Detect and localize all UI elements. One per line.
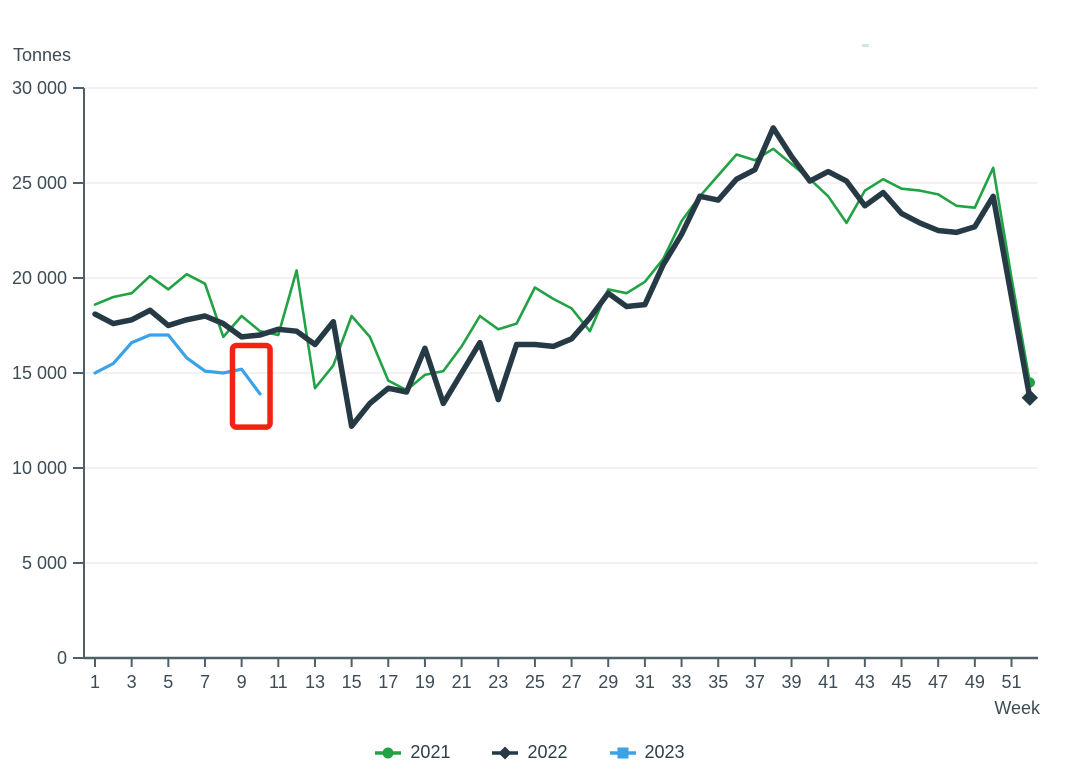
y-tick-label: 15 000 [12, 363, 67, 383]
x-tick-label: 47 [928, 672, 948, 692]
legend-item-2021[interactable]: 2021 [375, 742, 450, 763]
legend-circle-marker-icon [375, 746, 402, 760]
y-tick-label: 20 000 [12, 268, 67, 288]
y-tick-label: 0 [57, 648, 67, 668]
x-tick-label: 15 [342, 672, 362, 692]
x-tick-label: 33 [672, 672, 692, 692]
legend-item-2022[interactable]: 2022 [492, 742, 568, 763]
x-tick-label: 23 [488, 672, 508, 692]
x-tick-label: 17 [378, 672, 398, 692]
x-tick-label: 7 [200, 672, 210, 692]
x-tick-label: 3 [127, 672, 137, 692]
x-tick-label: 51 [1001, 672, 1021, 692]
x-tick-label: 13 [305, 672, 325, 692]
x-tick-label: 39 [782, 672, 802, 692]
legend-diamond-marker-icon [492, 745, 519, 760]
series-line-2021 [93, 147, 1032, 392]
x-tick-label: 35 [708, 672, 728, 692]
y-axis-title: Tonnes [13, 45, 72, 65]
x-tick-label: 25 [525, 672, 545, 692]
legend-label-2022: 2022 [527, 742, 568, 762]
legend-label-2021: 2021 [410, 742, 451, 762]
x-tick-label: 27 [562, 672, 582, 692]
x-tick-label: 21 [452, 672, 472, 692]
x-tick-label: 5 [163, 672, 173, 692]
x-tick-label: 41 [818, 672, 838, 692]
legend: 2021 2022 2023 [0, 742, 1060, 763]
x-tick-label: 49 [965, 672, 985, 692]
x-tick-label: 31 [635, 672, 655, 692]
legend-item-2023[interactable]: 2023 [609, 742, 685, 763]
x-tick-label: 45 [892, 672, 912, 692]
x-tick-label: 43 [855, 672, 875, 692]
legend-label-2023: 2023 [644, 742, 685, 762]
legend-square-marker-icon [609, 746, 636, 760]
x-tick-label: 29 [598, 672, 618, 692]
y-tick-label: 5 000 [22, 553, 67, 573]
highlight-rectangle [229, 342, 273, 430]
y-tick-label: 10 000 [12, 458, 67, 478]
x-axis-title: Week [994, 698, 1040, 718]
y-tick-label: 30 000 [12, 78, 67, 98]
y-tick-label: 25 000 [12, 173, 67, 193]
x-tick-label: 11 [269, 672, 288, 692]
series-line-2022 [92, 125, 1033, 429]
x-tick-label: 1 [90, 672, 100, 692]
series-end-marker-2022 [1021, 389, 1039, 406]
x-tick-label: 19 [415, 672, 435, 692]
x-tick-label: 37 [745, 672, 765, 692]
screen-artifact [862, 44, 869, 47]
x-tick-label: 9 [237, 672, 247, 692]
